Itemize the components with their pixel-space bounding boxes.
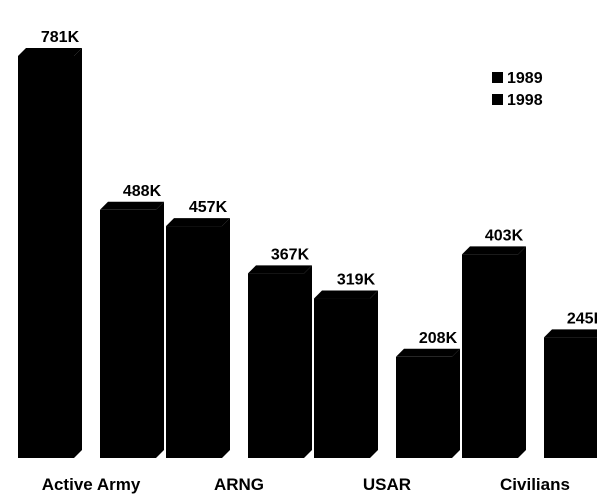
bar-top-civilians-1989 [462, 246, 526, 255]
bar-active-army-1998 [100, 201, 164, 459]
bar-front-arng-1998 [248, 273, 304, 458]
category-label-arng: ARNG [214, 475, 264, 494]
bar-side-arng-1998 [304, 265, 312, 458]
legend: 1989 1998 [492, 70, 543, 109]
value-label-civilians-1989: 403K [485, 227, 524, 244]
bar-active-army-1989 [18, 47, 82, 458]
bar-front-active-army-1998 [100, 209, 156, 458]
value-label-arng-1989: 457K [189, 199, 228, 216]
bar-usar-1989 [314, 290, 378, 458]
value-label-active-army-1989: 781K [41, 29, 80, 46]
bar-arng-1989 [166, 218, 230, 458]
value-labels-layer: 781K 488K 457K 367K 319K 208K 403K 245K [41, 29, 597, 347]
bar-side-usar-1989 [370, 290, 378, 458]
bar-front-active-army-1989 [18, 55, 74, 458]
bar-front-civilians-1989 [462, 254, 518, 458]
category-label-civilians: Civilians [500, 475, 570, 494]
bar-top-active-army-1998 [100, 201, 164, 210]
value-label-arng-1998: 367K [271, 246, 310, 263]
bar-side-active-army-1989 [74, 47, 82, 458]
legend-label-1989: 1989 [507, 70, 543, 87]
value-label-usar-1989: 319K [337, 272, 376, 289]
bar-side-active-army-1998 [156, 201, 164, 459]
bar-side-arng-1989 [222, 218, 230, 458]
category-label-active-army: Active Army [42, 475, 141, 494]
legend-label-1998: 1998 [507, 92, 543, 109]
legend-swatch-1998 [492, 94, 503, 105]
bar-side-civilians-1989 [518, 246, 526, 458]
bar-top-active-army-1989 [18, 47, 82, 56]
bars-layer [18, 47, 597, 459]
category-labels-layer: Active Army ARNG USAR Civilians [42, 475, 570, 494]
bar-civilians-1998 [544, 329, 597, 458]
bar-top-usar-1989 [314, 290, 378, 299]
bar-front-usar-1989 [314, 298, 370, 458]
bar-arng-1998 [248, 265, 312, 458]
value-label-usar-1998: 208K [419, 330, 458, 347]
bar-front-arng-1989 [166, 226, 222, 458]
bar-top-civilians-1998 [544, 329, 597, 338]
bar-front-civilians-1998 [544, 337, 597, 458]
bar-top-arng-1989 [166, 218, 230, 227]
legend-swatch-1989 [492, 72, 503, 83]
bar-front-usar-1998 [396, 356, 452, 458]
bar-usar-1998 [396, 348, 460, 458]
bar-top-usar-1998 [396, 348, 460, 357]
value-label-civilians-1998: 245K [567, 310, 597, 327]
bar-civilians-1989 [462, 246, 526, 458]
bar-side-usar-1998 [452, 348, 460, 458]
value-label-active-army-1998: 488K [123, 183, 162, 200]
category-label-usar: USAR [363, 475, 411, 494]
bar-top-arng-1998 [248, 265, 312, 274]
